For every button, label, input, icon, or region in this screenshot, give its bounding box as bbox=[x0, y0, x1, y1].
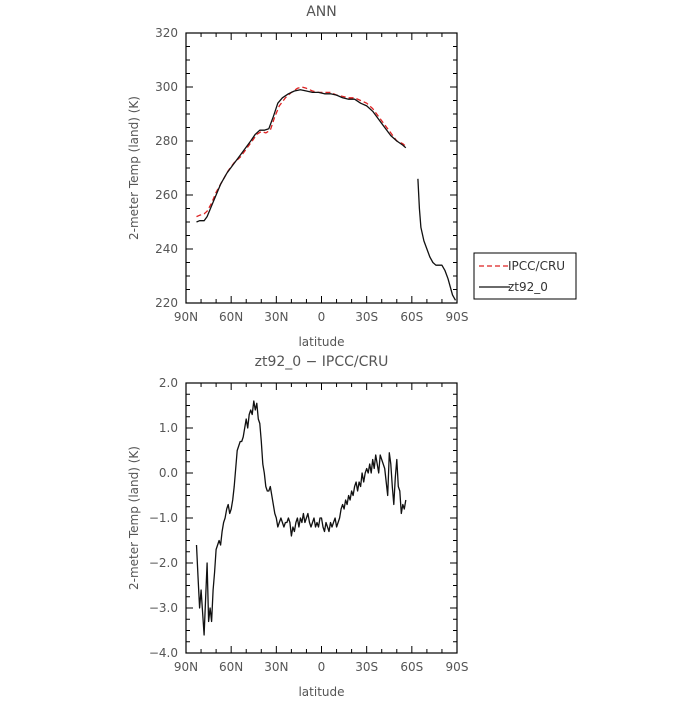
y-tick-label: 1.0 bbox=[159, 421, 178, 435]
legend-entry: zt92_0 bbox=[508, 280, 548, 294]
y-tick-label: −3.0 bbox=[149, 601, 178, 615]
x-tick-label: 60S bbox=[400, 310, 423, 324]
x-tick-label: 90S bbox=[446, 310, 469, 324]
y-tick-label: 280 bbox=[155, 134, 178, 148]
x-axis-label: latitude bbox=[298, 335, 344, 349]
y-tick-label: 0.0 bbox=[159, 466, 178, 480]
y-tick-label: 320 bbox=[155, 26, 178, 40]
chart-panel-2: 90N 60N 30N 0 30S 60S 90S 2.0 1.0 0.0 −1.0 −2.0 −3.0… bbox=[127, 354, 468, 699]
x-tick-label: 30N bbox=[264, 660, 288, 674]
x-tick-label: 0 bbox=[318, 310, 326, 324]
x-tick-label: 60S bbox=[400, 660, 423, 674]
x-tick-label: 90N bbox=[174, 660, 198, 674]
legend: IPCC/CRU zt92_0 bbox=[473, 252, 577, 300]
x-tick-label: 30N bbox=[264, 310, 288, 324]
series-line-difference bbox=[195, 400, 407, 636]
y-axis-label: 2-meter Temp (land) (K) bbox=[127, 446, 141, 590]
x-tick-label: 30S bbox=[355, 660, 378, 674]
x-tick-label: 90N bbox=[174, 310, 198, 324]
x-axis-label: latitude bbox=[298, 685, 344, 699]
y-tick-label: 300 bbox=[155, 80, 178, 94]
y-tick-label: −2.0 bbox=[149, 556, 178, 570]
y-tick-label: 220 bbox=[155, 296, 178, 310]
plot-frame bbox=[185, 32, 458, 304]
y-tick-label: 240 bbox=[155, 242, 178, 256]
x-tick-label: 60N bbox=[219, 310, 243, 324]
x-tick-label: 60N bbox=[219, 660, 243, 674]
legend-box bbox=[473, 252, 577, 300]
y-tick-label: 260 bbox=[155, 188, 178, 202]
legend-entry: IPCC/CRU bbox=[508, 259, 565, 273]
series-line-zt92-0 bbox=[196, 89, 457, 301]
y-tick-label: −1.0 bbox=[149, 511, 178, 525]
x-tick-label: 90S bbox=[446, 660, 469, 674]
series-line-ipcc-cru bbox=[196, 86, 407, 218]
chart-panel-1: 90N 60N 30N 0 30S 60S 90S 320 300 280 260 240 220 ANN… bbox=[127, 4, 577, 349]
x-tick-label: 0 bbox=[318, 660, 326, 674]
y-tick-label: −4.0 bbox=[149, 646, 178, 660]
x-tick-label: 30S bbox=[355, 310, 378, 324]
chart-title: zt92_0 − IPCC/CRU bbox=[255, 354, 389, 370]
chart-title: ANN bbox=[306, 4, 337, 20]
y-tick-label: 2.0 bbox=[159, 376, 178, 390]
y-axis-label: 2-meter Temp (land) (K) bbox=[127, 96, 141, 240]
